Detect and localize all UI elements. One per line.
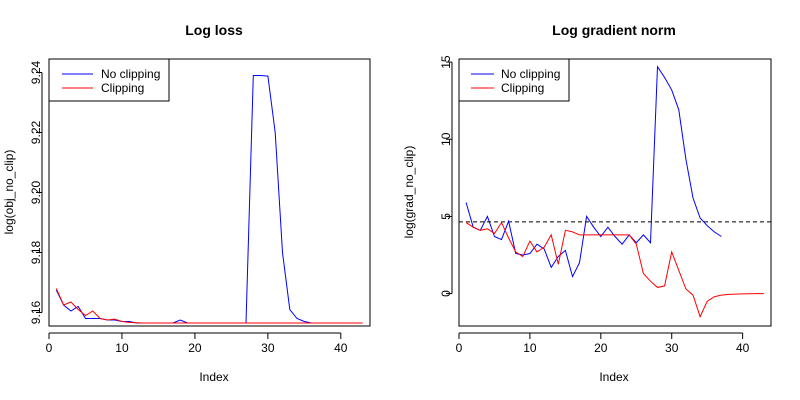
x-axis-label: Index bbox=[199, 370, 228, 384]
y-axis: 9.16 9.18 9.20 9.22 9.24 bbox=[29, 60, 43, 324]
y-axis-label: log(obj_no_clip) bbox=[2, 150, 16, 235]
x-tick-label: 10 bbox=[523, 341, 537, 355]
series-lines bbox=[465, 65, 764, 319]
y-tick-label: 15 bbox=[439, 55, 453, 69]
legend: No clipping Clipping bbox=[458, 58, 570, 102]
panel-log-loss: Log loss 0 10 20 30 40 9.169.189.209.229.24 … bbox=[2, 22, 371, 384]
x-axis: 0 10 20 30 40 bbox=[46, 332, 348, 355]
y-tick-label: 9.24 bbox=[29, 60, 43, 84]
x-tick-label: 20 bbox=[188, 341, 202, 355]
y-axis-label: log(grad_no_clip) bbox=[402, 146, 416, 239]
x-tick-label: 40 bbox=[334, 341, 348, 355]
y-tick-label: 9.16 bbox=[29, 300, 43, 324]
series-lines bbox=[55, 75, 363, 324]
chart-title: Log gradient norm bbox=[552, 22, 676, 38]
series-line-no-clipping bbox=[465, 65, 722, 278]
x-axis: 0 10 20 30 40 bbox=[456, 332, 750, 355]
series-line-no-clipping bbox=[55, 75, 319, 324]
chart-title: Log loss bbox=[185, 22, 243, 38]
y-axis: 0 5 10 15 bbox=[439, 55, 453, 297]
x-tick-label: 20 bbox=[594, 341, 608, 355]
x-tick-label: 30 bbox=[665, 341, 679, 355]
legend-box bbox=[458, 58, 570, 102]
plot-frame bbox=[458, 58, 772, 327]
y-tick-label: 10 bbox=[439, 132, 453, 146]
legend-box bbox=[48, 58, 170, 102]
series-line-clipping bbox=[465, 221, 764, 319]
legend-label-clipping: Clipping bbox=[101, 81, 144, 95]
y-tick-label: 9.22 bbox=[29, 120, 43, 144]
x-tick-label: 0 bbox=[46, 341, 53, 355]
series-line-clipping bbox=[55, 288, 363, 324]
legend-label-clipping: Clipping bbox=[501, 81, 544, 95]
x-tick-label: 10 bbox=[115, 341, 129, 355]
plot-frame bbox=[48, 58, 371, 327]
x-tick-label: 40 bbox=[736, 341, 750, 355]
y-tick-label: 9.18 bbox=[29, 240, 43, 264]
y-tick-label: 0 bbox=[439, 290, 453, 297]
y-tick-label: 5 bbox=[439, 213, 453, 220]
legend-label-no-clipping: No clipping bbox=[101, 67, 160, 81]
legend-label-no-clipping: No clipping bbox=[501, 67, 560, 81]
x-tick-label: 30 bbox=[261, 341, 275, 355]
x-axis-label: Index bbox=[599, 370, 628, 384]
legend: No clipping Clipping bbox=[48, 58, 170, 102]
x-tick-label: 0 bbox=[456, 341, 463, 355]
y-tick-label: 9.20 bbox=[29, 180, 43, 204]
panel-log-gradient-norm: Log gradient norm 0 10 20 30 40 0 5 10 15 Index… bbox=[402, 22, 772, 384]
